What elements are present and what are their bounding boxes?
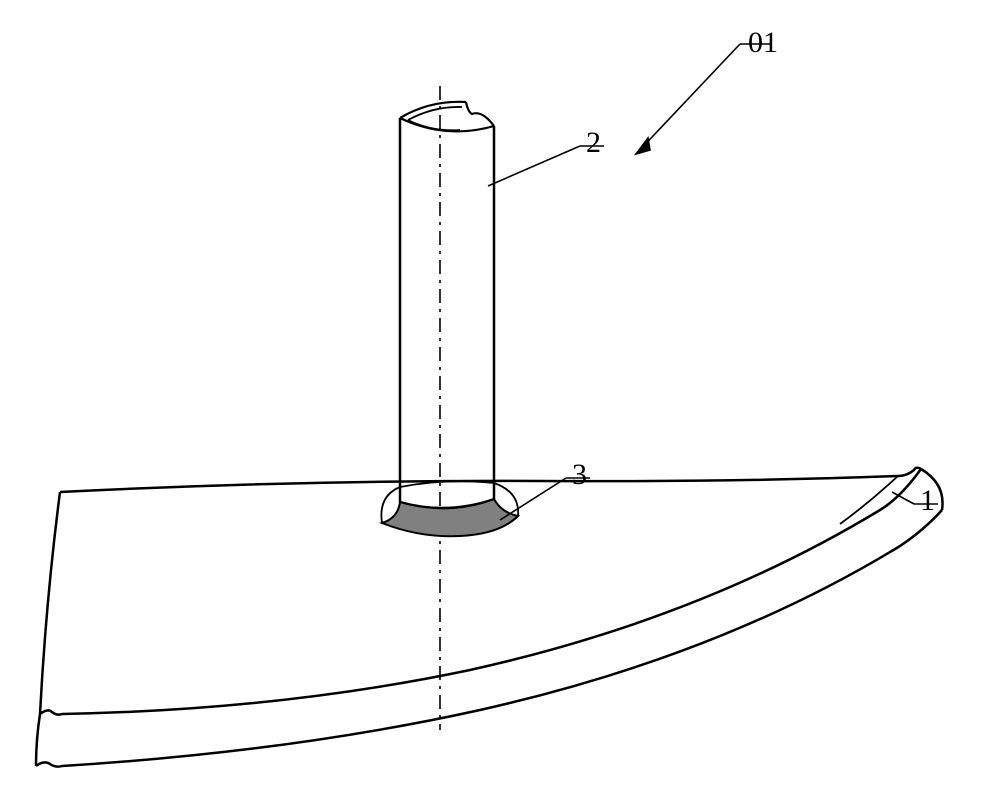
pipe [400,102,494,508]
label-pipe: 2 [586,126,601,159]
leaders [488,44,938,520]
label-base: 1 [920,484,935,517]
technical-diagram: 01 2 3 1 [0,0,1000,801]
labels: 01 2 3 1 [572,26,935,517]
label-weld: 3 [572,458,587,491]
label-assembly: 01 [748,26,778,59]
